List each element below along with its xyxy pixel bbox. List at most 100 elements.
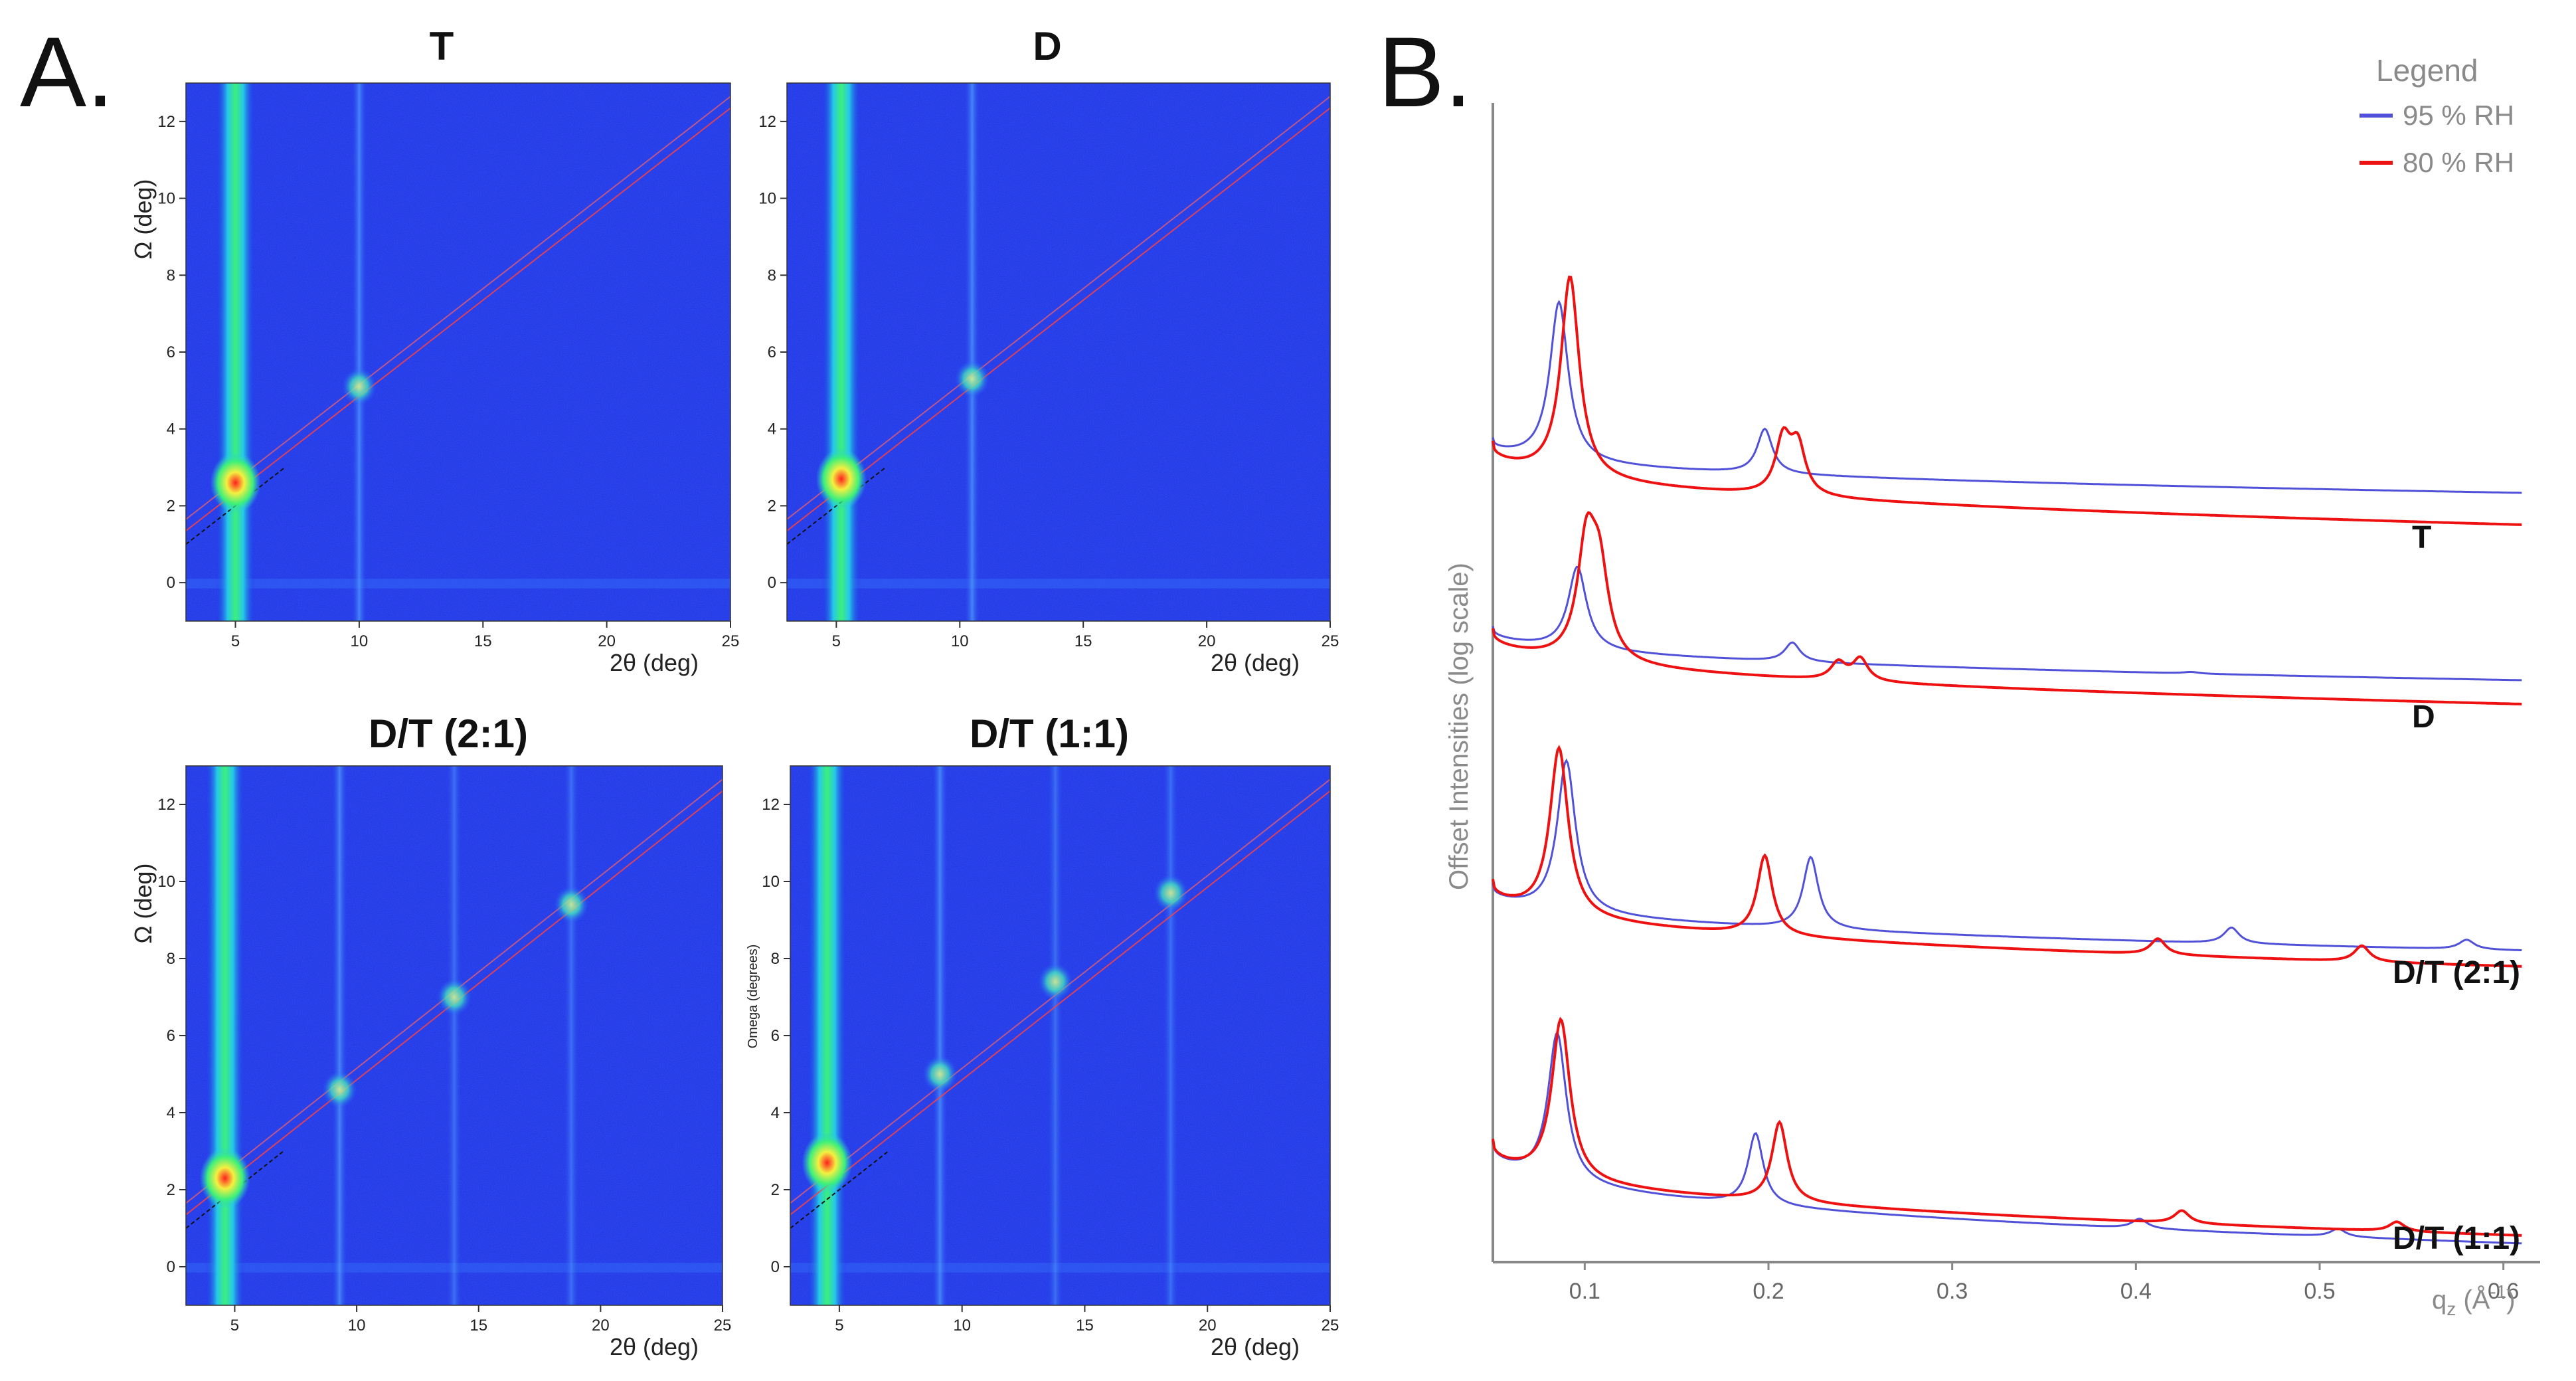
heatmap-y-tick-label: 6 (771, 1027, 780, 1045)
b-series-line (1492, 565, 2522, 682)
heatmap-x-tick-label: 20 (1199, 1317, 1217, 1335)
heatmap-x-tick-label: 25 (1322, 632, 1339, 650)
b-series-line (1492, 511, 2522, 705)
heatmap-streak (1047, 766, 1065, 1305)
b-xlabel-close: ) (2506, 1285, 2515, 1315)
heatmap-y-label: Omega (degrees) (746, 945, 760, 1049)
legend-title: Legend (2376, 53, 2478, 88)
b-x-ticks: 0.1 0.2 0.3 0.4 0.5 0.6 (1569, 1262, 2519, 1304)
heatmap-streak (1161, 766, 1179, 1305)
heatmap-x-tick-label: 5 (230, 1317, 239, 1335)
heatmap-zero-band (186, 579, 730, 589)
heatmap-specular-line (790, 790, 1331, 1216)
heatmap-peak-spot (554, 885, 589, 923)
heatmap-y-tick-label: 12 (157, 113, 175, 131)
b-series-line (1492, 1016, 2522, 1237)
heatmap-y-tick-label: 0 (768, 574, 776, 592)
heatmap-y-tick-label: 6 (167, 343, 175, 361)
heatmap-y-tick-label: 8 (167, 950, 175, 968)
b-xlabel-sup: -1 (2490, 1281, 2506, 1302)
legend-entry-80: 80 % RH (2403, 147, 2514, 178)
heatmap-streak (350, 83, 368, 621)
heatmap-2: 5 10 15 20 25 0 2 4 6 8 10 12 D/T (2:1) 2θ (deg) Ω (de… (129, 711, 731, 1360)
heatmap-peak-spot (199, 1147, 250, 1209)
heatmap-y-tick-label: 2 (167, 1181, 175, 1199)
heatmap-x-tick-label: 20 (592, 1317, 610, 1335)
b-x-tick-label: 0.1 (1569, 1279, 1600, 1304)
heatmap-streak (205, 766, 245, 1305)
heatmap-y-tick-label: 0 (771, 1258, 780, 1276)
b-x-tick-label: 0.3 (1936, 1279, 1968, 1304)
b-series-line (1492, 758, 2522, 951)
heatmap-y-tick-label: 2 (768, 497, 776, 515)
heatmap-y-tick-label: 6 (167, 1027, 175, 1045)
heatmap-x-tick-label: 25 (722, 632, 740, 650)
legend-entry-95: 95 % RH (2403, 100, 2514, 131)
heatmap-3: 5 10 15 20 25 0 2 4 6 8 10 12 D/T (1:1) 2θ (deg) Omega… (746, 711, 1339, 1360)
b-x-tick-label: 0.5 (2304, 1279, 2335, 1304)
heatmap-streak (807, 766, 847, 1305)
heatmap-y-tick-label: 4 (167, 420, 175, 438)
heatmap-title: D/T (2:1) (369, 711, 528, 756)
heatmap-x-label: 2θ (deg) (610, 649, 699, 676)
heatmap-y-tick-label: 0 (167, 574, 175, 592)
heatmap-peak-spot (954, 360, 989, 398)
heatmap-dashed-line (790, 1151, 889, 1229)
heatmap-streak (931, 766, 949, 1305)
b-series-line (1492, 275, 2522, 526)
heatmap-x-label: 2θ (deg) (610, 1333, 699, 1360)
heatmap-peak-spot (1153, 874, 1188, 912)
b-series-line (1492, 300, 2522, 494)
heatmap-y-tick-label: 8 (768, 266, 776, 284)
panel-b-label: B. (1378, 16, 1472, 128)
heatmap-y-tick-label: 12 (758, 113, 776, 131)
heatmap-x-tick-label: 5 (835, 1317, 843, 1335)
heatmap-y-tick-label: 4 (771, 1104, 780, 1122)
heatmap-y-tick-label: 0 (167, 1258, 175, 1276)
b-sample-label: T (2412, 520, 2431, 555)
heatmap-specular-line (185, 107, 731, 531)
b-x-tick-label: 0.2 (1753, 1279, 1784, 1304)
b-sample-label: D/T (1:1) (2393, 1221, 2520, 1256)
heatmap-streak (446, 766, 463, 1305)
heatmap-x-tick-label: 15 (474, 632, 492, 650)
legend: Legend 95 % RH 80 % RH (2360, 53, 2514, 178)
b-xlabel-sub: z (2447, 1299, 2456, 1319)
b-sample-label: D (2412, 699, 2435, 735)
heatmap-x-tick-label: 10 (951, 632, 969, 650)
heatmap-title: D (1033, 24, 1061, 68)
b-x-tick-label: 0.6 (2488, 1279, 2519, 1304)
heatmap-peak-spot (341, 368, 377, 406)
heatmap-0: 5 10 15 20 25 0 2 4 6 8 10 12 T 2θ (deg) Ω (deg) (129, 24, 739, 676)
heatmap-peak-spot (922, 1056, 958, 1093)
heatmap-x-tick-label: 25 (1322, 1317, 1339, 1335)
heatmap-peak-spot (1038, 963, 1073, 1000)
heatmap-y-tick-label: 10 (157, 873, 175, 891)
heatmap-x-tick-label: 20 (598, 632, 616, 650)
heatmap-x-tick-label: 15 (1076, 1317, 1094, 1335)
heatmap-y-tick-label: 10 (157, 190, 175, 208)
heatmap-peak-spot (322, 1071, 357, 1109)
heatmap-streak (562, 766, 580, 1305)
b-x-tick-label: 0.4 (2120, 1279, 2152, 1304)
heatmap-y-tick-label: 12 (157, 796, 175, 814)
heatmap-streak (821, 83, 861, 621)
b-xlabel-q: q (2432, 1285, 2447, 1315)
heatmap-title: T (430, 24, 454, 68)
heatmap-streak (215, 83, 256, 621)
heatmap-zero-band (787, 579, 1330, 589)
heatmap-1: 5 10 15 20 25 0 2 4 6 8 10 12 D 2θ (deg) (758, 24, 1339, 676)
b-sample-labels: T D D/T (2:1) D/T (1:1) (2393, 520, 2520, 1256)
heatmap-peak-spot (437, 978, 472, 1016)
heatmap-x-tick-label: 15 (1074, 632, 1092, 650)
heatmap-noise (186, 83, 730, 621)
heatmap-streak (963, 83, 981, 621)
heatmap-y-tick-label: 2 (167, 497, 175, 515)
heatmap-y-tick-label: 10 (758, 190, 776, 208)
heatmap-y-tick-label: 2 (771, 1181, 780, 1199)
b-xlabel-unit: (Å (2456, 1285, 2490, 1315)
heatmap-x-tick-label: 15 (470, 1317, 487, 1335)
heatmap-y-tick-label: 4 (768, 420, 776, 438)
heatmap-x-tick-label: 10 (348, 1317, 366, 1335)
